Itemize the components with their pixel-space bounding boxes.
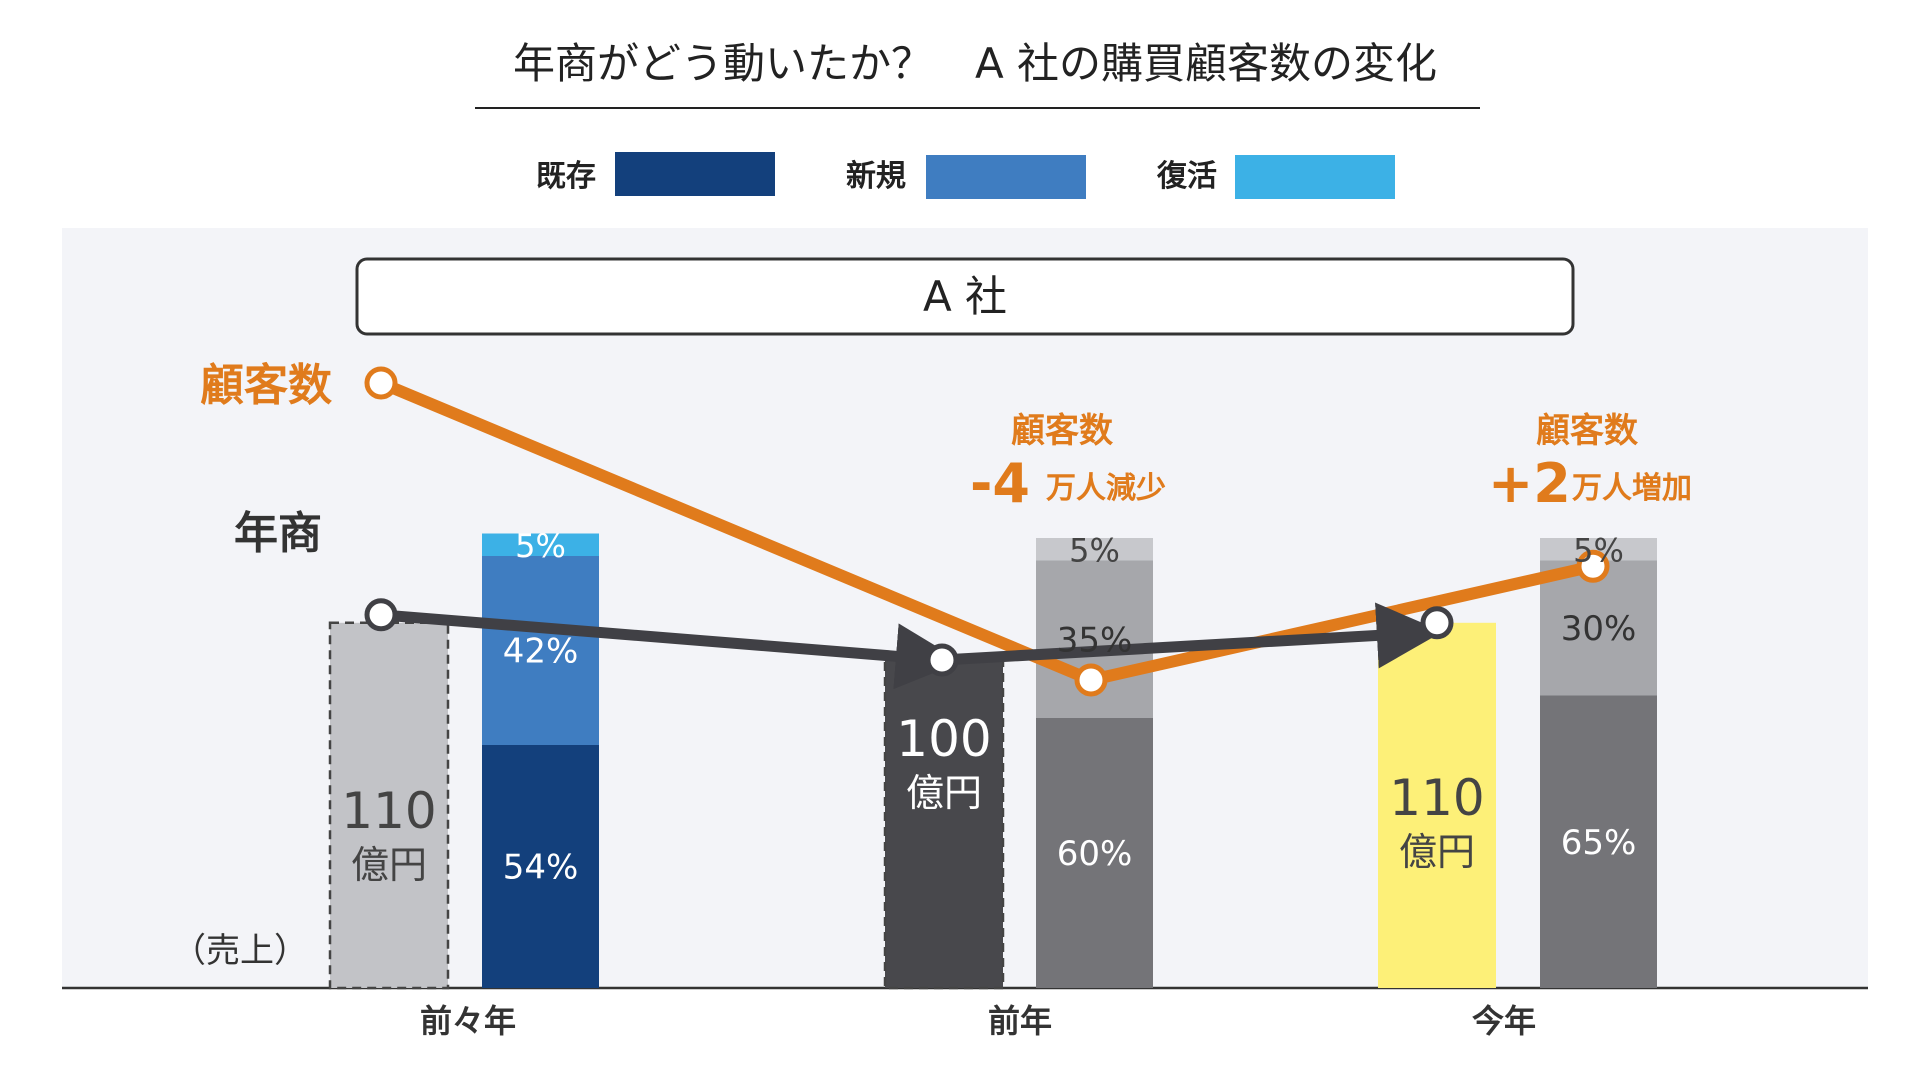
- composition-label-0-1: 42%: [503, 632, 579, 672]
- annotation-this-year: 顧客数 +2 万人増加: [1488, 411, 1692, 515]
- composition-label-1-2: 5%: [1069, 531, 1120, 569]
- category-label-2: 今年: [1472, 1002, 1536, 1040]
- composition-bar-0-1: [482, 556, 599, 745]
- revenue-point-2: [1420, 606, 1454, 640]
- legend-swatch-new: [926, 155, 1086, 199]
- annotation-prev-suffix: 万人減少: [1046, 471, 1166, 506]
- revenue-bar-0: [328, 621, 450, 990]
- revenue-bars: [328, 621, 1496, 990]
- legend-swatch-reactivated: [1235, 155, 1395, 199]
- revenue-series-label: 年商: [234, 508, 322, 559]
- composition-bar-2-0: [1540, 695, 1657, 988]
- composition-label-2-1: 30%: [1561, 609, 1637, 649]
- trend-lines: [364, 366, 1610, 697]
- revenue-value-label-0: 110: [341, 782, 436, 840]
- revenue-unit-1: 億円: [906, 771, 982, 815]
- annotation-prev-value: -4: [970, 452, 1030, 515]
- revenue-bar-2: [1378, 622, 1496, 988]
- revenue-unit-2: 億円: [1399, 830, 1475, 874]
- annotation-prev-year: 顧客数 -4 万人減少: [970, 411, 1166, 515]
- revenue-value-label-2: 110: [1389, 769, 1484, 827]
- customers-point-1: [1074, 663, 1108, 697]
- composition-bar-2-1: [1540, 560, 1657, 696]
- customers-point-2: [1576, 549, 1610, 583]
- revenue-line-segment-1: [941, 602, 1443, 669]
- composition-bar-1-2: [1036, 538, 1153, 561]
- annotation-prev-title: 顧客数: [1011, 411, 1113, 451]
- chart-title: 年商がどう動いたか？ A 社の購買顧客数の変化: [513, 39, 1437, 88]
- composition-label-1-1: 35%: [1057, 620, 1133, 660]
- customers-point-0: [364, 366, 398, 400]
- revenue-unit-0: 億円: [351, 843, 427, 887]
- composition-label-1-0: 60%: [1057, 834, 1133, 874]
- revenue-point-1: [925, 643, 959, 677]
- legend: 既存 新規 復活: [536, 152, 1395, 199]
- composition-label-2-2: 5%: [1573, 531, 1624, 569]
- category-label-0: 前々年: [420, 1002, 516, 1040]
- composition-bar-0-2: [482, 533, 599, 556]
- customers-series-label: 顧客数: [200, 360, 332, 411]
- company-label: A 社: [923, 272, 1007, 321]
- annotation-this-value: +2: [1488, 452, 1571, 515]
- annotation-this-title: 顧客数: [1536, 411, 1638, 451]
- company-box: [355, 257, 1575, 336]
- composition-label-0-0: 54%: [503, 848, 579, 888]
- revenue-value-label-1: 100: [896, 710, 991, 768]
- composition-label-0-2: 5%: [515, 527, 566, 565]
- composition-label-2-0: 65%: [1561, 823, 1637, 863]
- revenue-point-0: [364, 598, 398, 632]
- revenue-line-segment-0: [380, 609, 962, 690]
- composition-bar-0-0: [482, 745, 599, 988]
- revenue-unit-label: （売上）: [172, 931, 308, 971]
- category-label-1: 前年: [988, 1002, 1052, 1040]
- annotation-this-suffix: 万人増加: [1572, 471, 1692, 506]
- legend-label-reactivated: 復活: [1156, 159, 1217, 194]
- composition-bar-1-0: [1036, 718, 1153, 988]
- legend-label-existing: 既存: [536, 159, 596, 194]
- composition-bar-2-2: [1540, 538, 1657, 561]
- legend-swatch-existing: [615, 152, 775, 196]
- revenue-bar-1: [883, 654, 1005, 990]
- legend-label-new: 新規: [846, 159, 906, 194]
